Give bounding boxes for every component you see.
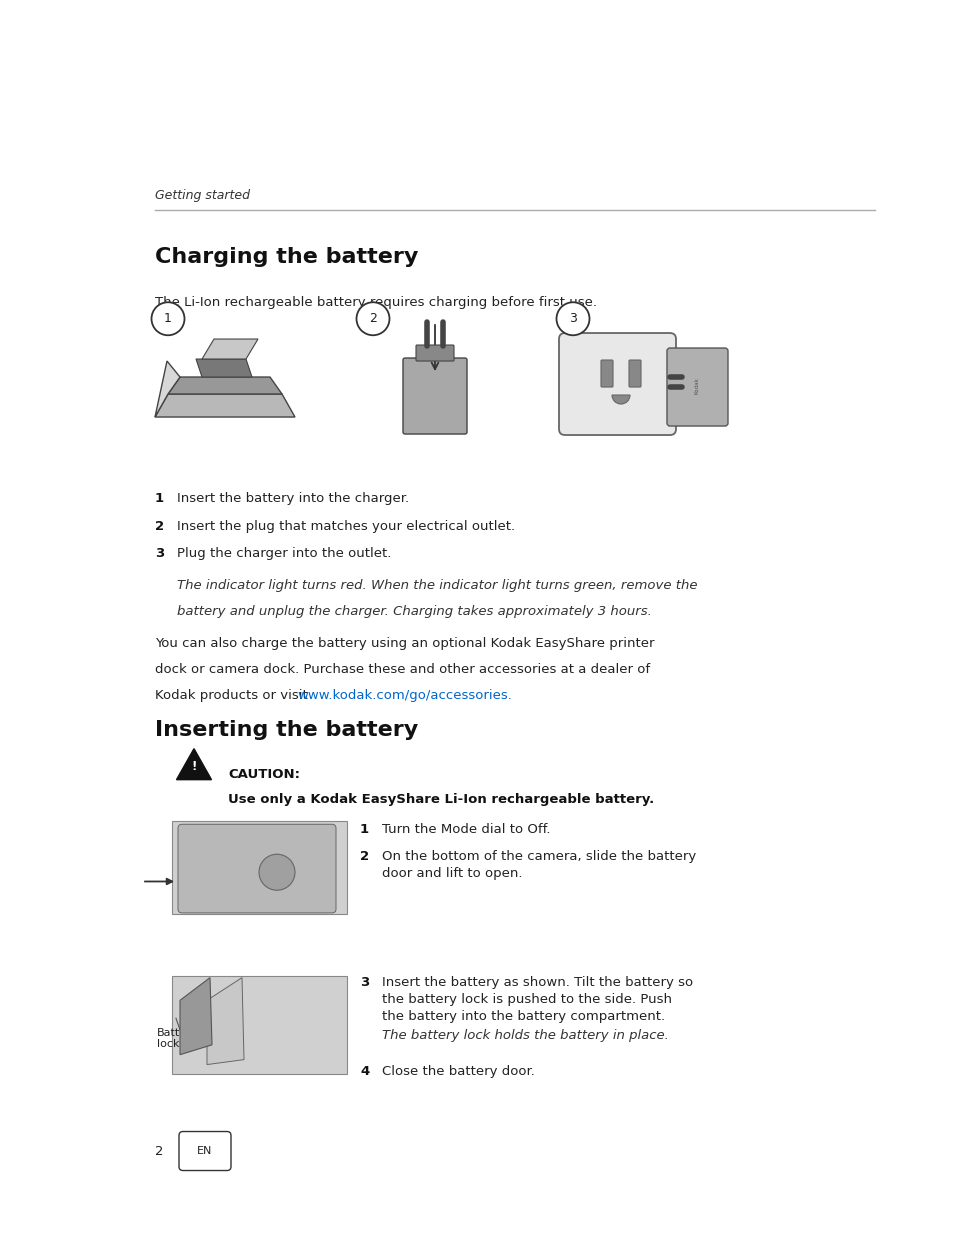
- Polygon shape: [207, 978, 244, 1065]
- Text: The indicator light turns red. When the indicator light turns green, remove the: The indicator light turns red. When the …: [177, 579, 697, 593]
- Text: 3: 3: [569, 312, 577, 325]
- Text: 2: 2: [154, 1145, 163, 1157]
- FancyBboxPatch shape: [402, 358, 467, 433]
- Text: You can also charge the battery using an optional Kodak EasyShare printer: You can also charge the battery using an…: [154, 637, 654, 651]
- Text: 2: 2: [154, 520, 164, 534]
- Polygon shape: [176, 748, 212, 779]
- Text: www.kodak.com/go/accessories.: www.kodak.com/go/accessories.: [297, 689, 512, 703]
- Text: Plug the charger into the outlet.: Plug the charger into the outlet.: [177, 547, 391, 561]
- FancyBboxPatch shape: [178, 824, 335, 913]
- FancyBboxPatch shape: [172, 976, 347, 1074]
- Text: 3: 3: [154, 547, 164, 561]
- Text: battery and unplug the charger. Charging takes approximately 3 hours.: battery and unplug the charger. Charging…: [177, 605, 651, 619]
- Polygon shape: [168, 377, 282, 394]
- FancyBboxPatch shape: [600, 361, 613, 387]
- Text: Use only a Kodak EasyShare Li-Ion rechargeable battery.: Use only a Kodak EasyShare Li-Ion rechar…: [228, 793, 654, 806]
- Text: Kodak: Kodak: [694, 378, 699, 394]
- Text: EN: EN: [197, 1146, 213, 1156]
- Text: !: !: [192, 760, 196, 773]
- Text: 1: 1: [154, 492, 164, 505]
- Text: dock or camera dock. Purchase these and other accessories at a dealer of: dock or camera dock. Purchase these and …: [154, 663, 649, 677]
- FancyBboxPatch shape: [558, 333, 676, 435]
- Circle shape: [152, 303, 184, 335]
- Text: The battery lock holds the battery in place.: The battery lock holds the battery in pl…: [381, 1029, 668, 1042]
- Polygon shape: [202, 340, 257, 359]
- Text: 2: 2: [359, 850, 369, 863]
- FancyBboxPatch shape: [172, 821, 347, 914]
- Circle shape: [356, 303, 389, 335]
- Polygon shape: [154, 361, 180, 417]
- Circle shape: [258, 855, 294, 890]
- Polygon shape: [180, 978, 212, 1055]
- Polygon shape: [154, 394, 294, 417]
- Wedge shape: [612, 395, 629, 404]
- Text: Getting started: Getting started: [154, 189, 250, 203]
- Text: Charging the battery: Charging the battery: [154, 247, 418, 267]
- Text: CAUTION:: CAUTION:: [228, 768, 299, 782]
- FancyBboxPatch shape: [666, 348, 727, 426]
- FancyBboxPatch shape: [179, 1131, 231, 1171]
- Text: Inserting the battery: Inserting the battery: [154, 720, 417, 740]
- Text: 3: 3: [359, 976, 369, 989]
- Text: Close the battery door.: Close the battery door.: [381, 1065, 535, 1078]
- FancyBboxPatch shape: [628, 361, 640, 387]
- Text: 4: 4: [359, 1065, 369, 1078]
- Polygon shape: [195, 359, 252, 377]
- Text: Kodak products or visit: Kodak products or visit: [154, 689, 312, 703]
- Text: The Li-Ion rechargeable battery requires charging before first use.: The Li-Ion rechargeable battery requires…: [154, 296, 597, 310]
- Text: 2: 2: [369, 312, 376, 325]
- Text: Battery
lock: Battery lock: [157, 1028, 198, 1049]
- Text: Insert the battery into the charger.: Insert the battery into the charger.: [177, 492, 409, 505]
- Text: 1: 1: [164, 312, 172, 325]
- Text: Turn the Mode dial to Off.: Turn the Mode dial to Off.: [381, 823, 550, 836]
- FancyBboxPatch shape: [416, 345, 454, 361]
- Text: 1: 1: [359, 823, 369, 836]
- Circle shape: [556, 303, 589, 335]
- Text: On the bottom of the camera, slide the battery
door and lift to open.: On the bottom of the camera, slide the b…: [381, 850, 696, 879]
- Text: Insert the plug that matches your electrical outlet.: Insert the plug that matches your electr…: [177, 520, 515, 534]
- Text: Insert the battery as shown. Tilt the battery so
the battery lock is pushed to t: Insert the battery as shown. Tilt the ba…: [381, 976, 693, 1023]
